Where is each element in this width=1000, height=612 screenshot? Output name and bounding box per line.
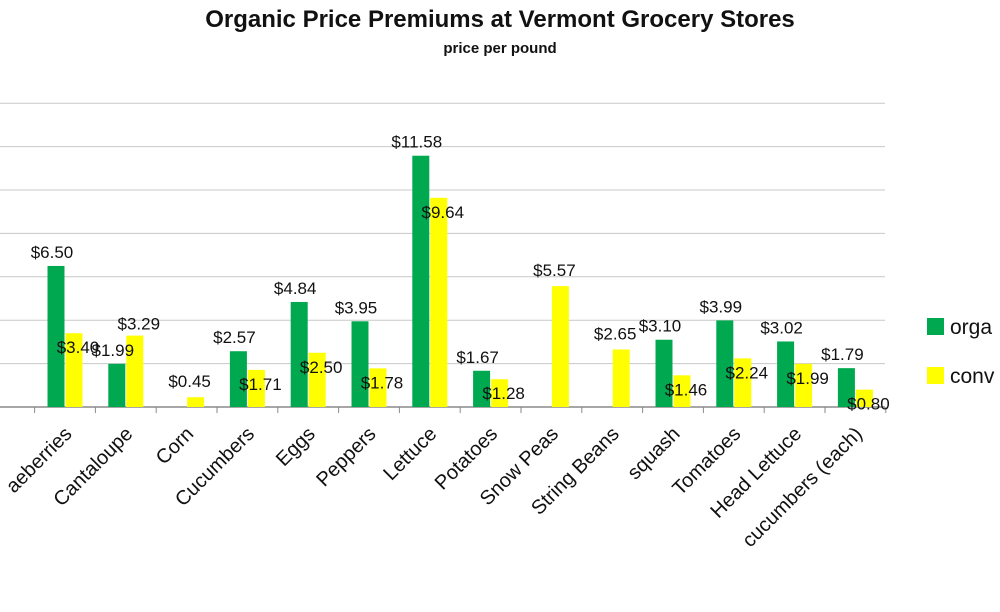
data-label-organic: $3.99 [700,297,743,316]
x-tick-label: cucumbers (each) [738,423,867,552]
data-label-conventional: $9.64 [422,203,465,222]
x-tick-label: Corn [152,423,198,469]
bar-conventional [855,389,873,407]
data-label-organic: $1.99 [92,341,135,360]
bar-conventional [673,375,691,407]
legend-label-organic: orga [950,316,992,339]
bar-conventional [551,286,569,407]
bar-conventional [734,358,752,407]
bar-organic [716,320,734,407]
x-tick-label: Peppers [312,423,380,491]
x-tick-label: Eggs [272,423,320,471]
data-label-conventional: $2.24 [726,363,769,382]
data-label-organic: $6.50 [31,243,74,262]
x-tick-label: Lettuce [379,423,441,485]
data-label-conventional: $2.50 [300,358,343,377]
data-label-organic: $3.95 [335,298,378,317]
bar-organic [412,155,430,407]
legend-swatch-organic [927,318,944,335]
bar-organic [655,339,673,407]
data-label-conventional: $1.28 [482,384,525,403]
bar-organic [837,368,855,407]
data-label-organic: $1.79 [821,345,864,364]
bar-conventional [65,333,83,407]
data-label-conventional: $3.29 [118,315,161,334]
legend-label-conventional: conv [950,365,995,388]
bar-conventional [126,335,144,407]
data-label-conventional: $0.80 [847,395,890,414]
chart-title: Organic Price Premiums at Vermont Grocer… [205,6,795,33]
bar-conventional [795,363,813,407]
data-label-conventional: $1.46 [665,380,708,399]
data-label-organic: $1.67 [456,348,499,367]
bar-organic [229,351,247,407]
data-label-organic: $11.58 [391,133,442,152]
legend-swatch-conventional [927,367,944,384]
bar-conventional [308,352,326,407]
bar-conventional [430,197,448,407]
bar-organic [290,301,308,407]
data-label-conventional: $3.40 [57,338,100,357]
bar-organic [47,265,65,407]
data-label-conventional: $1.78 [361,373,404,392]
bar-organic [473,370,491,407]
data-label-conventional: $2.65 [594,324,637,343]
bar-organic [351,321,369,407]
data-label-organic: $4.84 [274,279,317,298]
bar-conventional [491,379,509,407]
bar-organic [777,341,795,407]
data-label-organic: $2.57 [213,328,256,347]
bar-conventional [247,369,265,407]
data-label-conventional: $1.71 [239,375,282,394]
bar-conventional [369,368,387,407]
data-label-conventional: $1.99 [786,369,829,388]
bar-conventional [187,397,205,407]
data-label-organic: $3.02 [760,318,803,337]
data-label-conventional: $0.45 [168,372,211,391]
data-label-organic: $3.10 [639,317,682,336]
bar-conventional [612,349,630,407]
x-tick-label: squash [623,423,684,484]
chart-subtitle: price per pound [443,40,557,57]
data-label-conventional: $5.57 [533,261,576,280]
bar-organic [108,363,126,407]
